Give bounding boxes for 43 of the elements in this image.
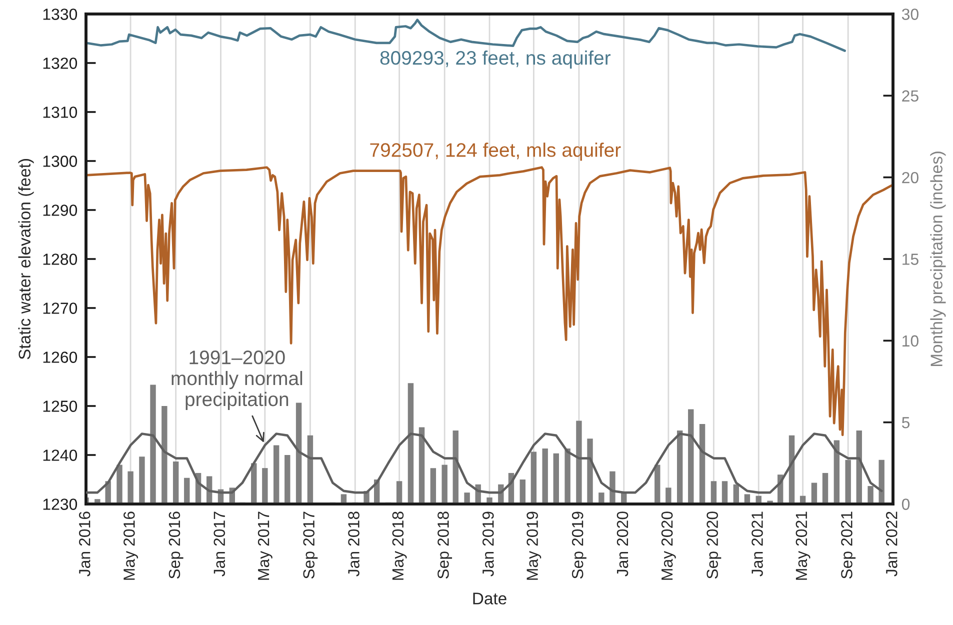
x-tick-label: Jan 2019 — [482, 512, 494, 576]
x-tick-label: Jan 2022 — [886, 512, 898, 576]
x-tick-label: Sep 2017 — [303, 512, 318, 579]
x-tick-label: May 2019 — [526, 512, 542, 580]
x-tick-label: Jan 2018 — [348, 512, 360, 576]
x-tick-label: Sep 2020 — [706, 512, 722, 579]
y-tick-label: 1240 — [43, 450, 78, 461]
y-tick-label: 1330 — [43, 8, 78, 20]
y2-tick-label: 0 — [902, 498, 910, 510]
y-tick-label: 1250 — [43, 400, 78, 412]
x-tick-label: Jan 2016 — [78, 512, 90, 576]
y-tick-label: 1260 — [43, 352, 78, 363]
y2-tick-label: 25 — [902, 90, 918, 102]
series-label: 809293, 23 feet, ns aquifer — [380, 50, 611, 69]
y2-tick-label: 10 — [902, 335, 918, 347]
y-tick-label: 1270 — [43, 302, 78, 314]
y2-tick-label: 5 — [902, 417, 910, 428]
y-axis-title: Static water elevation (feet) — [18, 159, 34, 360]
x-tick-label: Jan 2017 — [214, 512, 226, 576]
x-axis-title: Date — [473, 592, 506, 604]
x-tick-label: May 2018 — [392, 512, 407, 580]
y-tick-label: 1230 — [43, 498, 78, 510]
x-tick-label: Sep 2021 — [841, 512, 856, 579]
x-tick-label: May 2020 — [661, 512, 676, 580]
series-label: 792507, 124 feet, mls aquifer — [370, 142, 621, 161]
y2-axis-title: Monthly precipitation (inches) — [930, 152, 946, 366]
x-tick-label: May 2016 — [124, 512, 138, 580]
y-tick-label: 1280 — [43, 254, 78, 265]
x-tick-label: May 2017 — [258, 512, 272, 580]
x-tick-label: Jan 2020 — [616, 512, 628, 576]
y2-tick-label: 15 — [902, 254, 918, 265]
y2-tick-label: 30 — [902, 8, 918, 20]
x-tick-label: Sep 2018 — [438, 512, 452, 579]
x-tick-label: Sep 2016 — [168, 512, 184, 579]
x-tick-label: Jan 2021 — [752, 512, 763, 576]
y2-tick-label: 20 — [902, 172, 918, 184]
y-tick-label: 1320 — [43, 58, 78, 69]
x-tick-label: Sep 2019 — [572, 512, 586, 579]
y-tick-label: 1300 — [43, 156, 78, 167]
y-tick-label: 1310 — [43, 106, 78, 118]
y-tick-label: 1290 — [43, 204, 78, 216]
series-label: 1991–2020 monthly normal precipitation — [172, 350, 302, 410]
x-tick-label: May 2021 — [796, 512, 810, 580]
